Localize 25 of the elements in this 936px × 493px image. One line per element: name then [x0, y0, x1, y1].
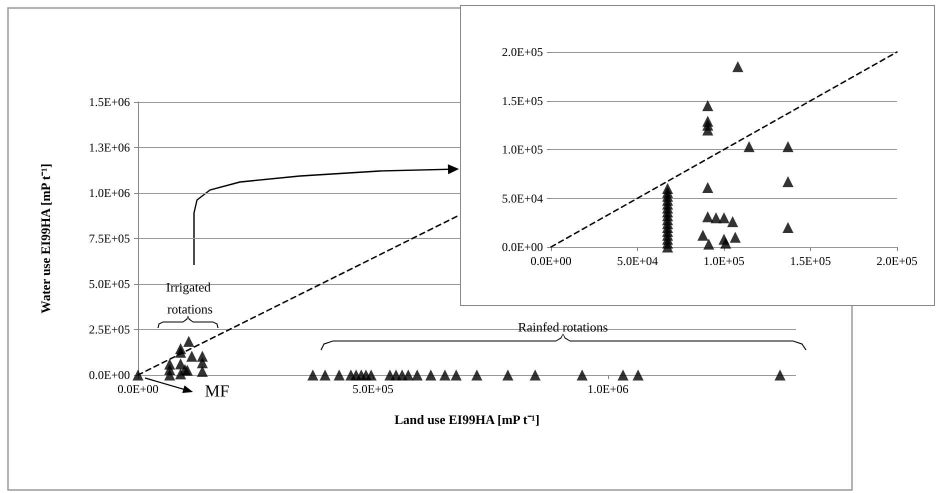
y-tick-label: 0.0E+00	[502, 240, 543, 254]
y-tick-label: 7.5E+05	[88, 232, 130, 246]
y-tick-label: 1.0E+06	[88, 186, 130, 200]
text: MF	[204, 382, 230, 400]
y-tick-label: 5.0E+04	[502, 191, 543, 206]
y-axis-title: Water use EI99HA [mP t⁻¹]	[38, 164, 53, 314]
y-tick-label: 1.5E+05	[502, 94, 543, 108]
x-tick-label: 0.0E+00	[530, 254, 572, 268]
x-tick-label: 5.0E+04	[616, 254, 658, 268]
y-tick-label: 0.0E+00	[88, 368, 130, 382]
annotation: Irrigated rotations	[166, 280, 214, 316]
y-tick-label: 1.5E+06	[88, 95, 130, 109]
y-tick-label: 2.0E+05	[502, 45, 543, 59]
y-tick-label: 1.0E+05	[502, 142, 543, 156]
y-tick-label: 1.3E+06	[88, 140, 130, 154]
x-tick-label: 2.0E+05	[876, 254, 918, 268]
x-tick-label: 5.0E+05	[352, 382, 394, 396]
y-tick-label: 2.5E+05	[88, 322, 130, 336]
x-tick-label: 0.0E+00	[117, 382, 159, 396]
x-tick-label: 1.0E+06	[587, 382, 629, 396]
x-tick-label: 1.0E+05	[703, 254, 745, 268]
x-axis-title: Land use EI99HA [mP t⁻¹]	[394, 412, 540, 427]
x-tick-label: 1.5E+05	[790, 254, 832, 268]
annotation: Rainfed rotations	[518, 320, 608, 334]
y-tick-label: 5.0E+05	[88, 277, 130, 291]
